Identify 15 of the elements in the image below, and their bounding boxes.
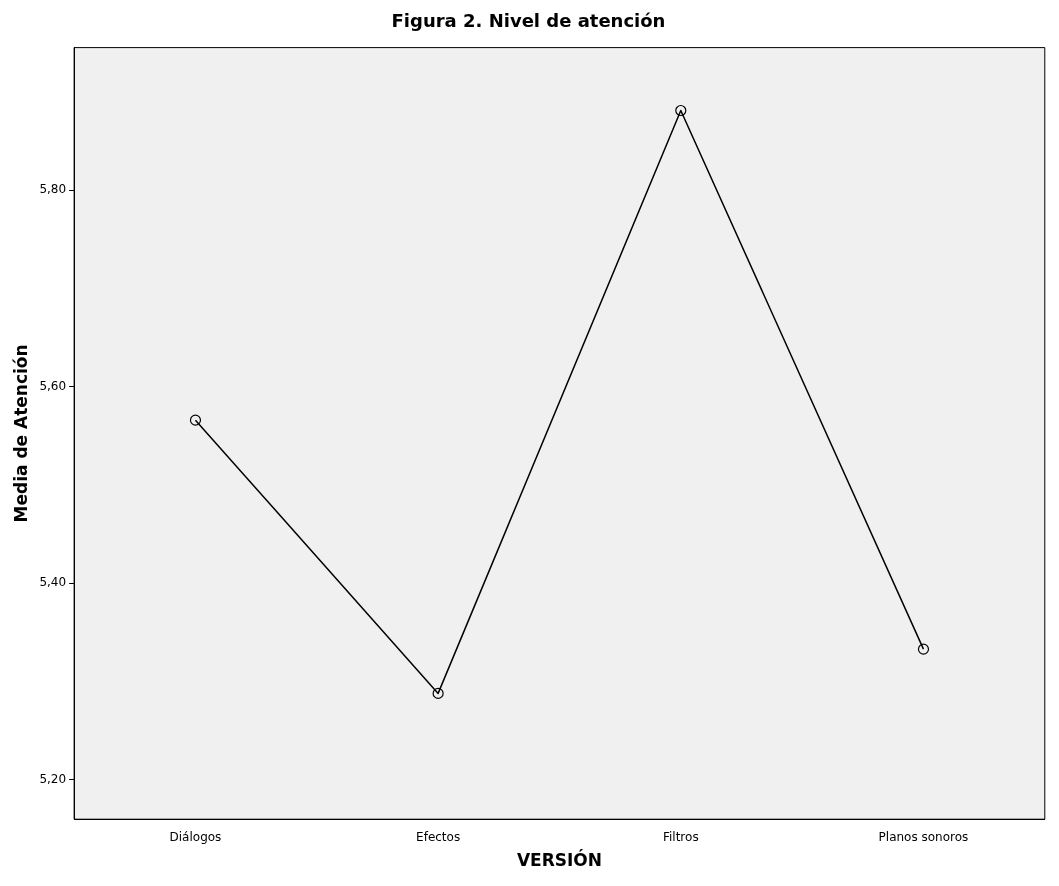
x-tick-label: Planos sonoros [878,829,969,844]
x-tick-label: Diálogos [169,829,222,844]
point [675,104,687,117]
point [432,687,444,699]
point [189,414,202,426]
x-axis-title: VERSIÓN [516,849,603,871]
y-tick-label: 5,20 [39,772,67,787]
chart-title: Figura 2. Nivel de atención [391,10,666,32]
y-tick-label: 5,60 [39,378,67,393]
point [917,643,930,655]
x-tick-label: Filtros [662,829,699,844]
y-tick-label: 5,80 [39,182,67,197]
y-tick-label: 5,40 [39,575,67,590]
x-tick-label: Efectos [416,829,461,844]
y-axis-title: Media de Atención [10,344,31,523]
